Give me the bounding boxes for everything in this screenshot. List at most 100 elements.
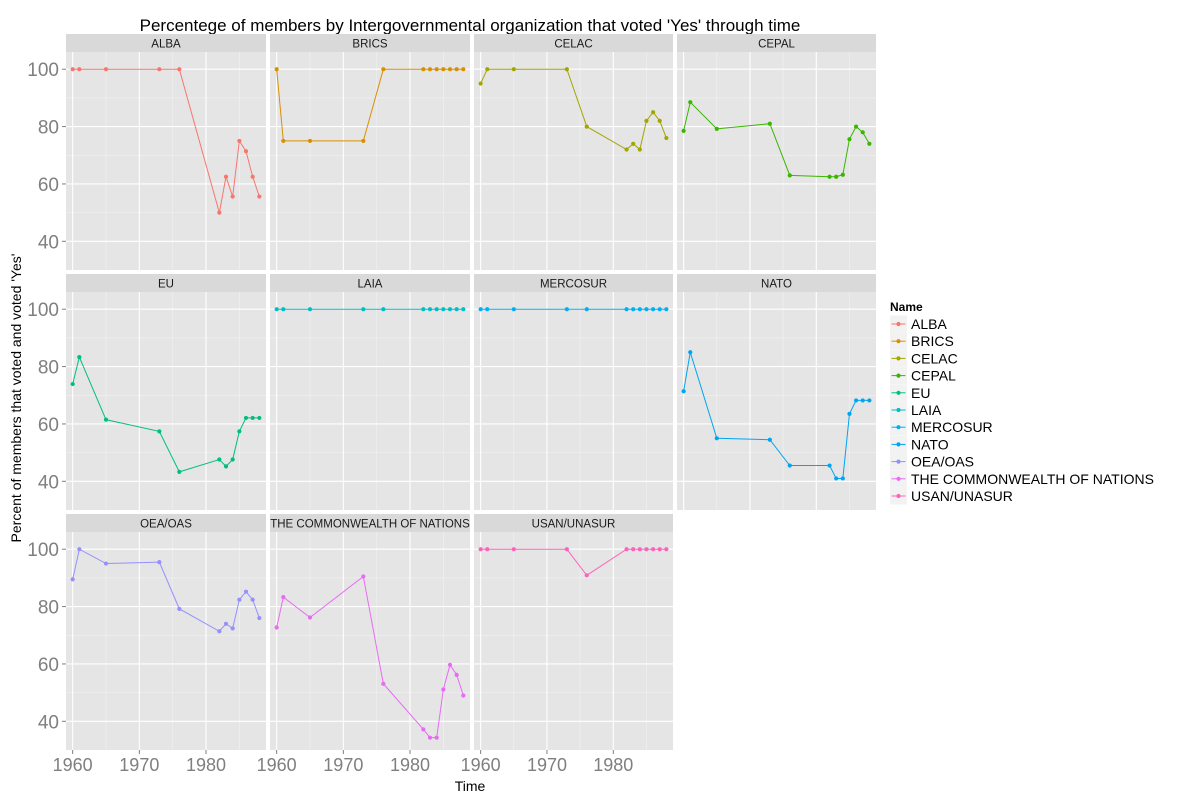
strip-celac: [474, 34, 673, 52]
data-point-mercosur: [564, 307, 569, 312]
y-tick-label: 60: [38, 175, 59, 196]
data-point-mercosur: [644, 307, 649, 312]
data-point-cepal: [834, 174, 839, 179]
data-point-mercosur: [511, 307, 516, 312]
legend-item-oea-oas: OEA/OAS: [890, 453, 974, 471]
data-point-eu: [103, 417, 109, 422]
data-point-oea-oas: [230, 626, 235, 631]
strip-usan-unasur: [474, 514, 673, 532]
data-point-usan-unasur: [631, 547, 636, 552]
data-point-celac: [564, 67, 569, 72]
panel-background: [66, 292, 266, 510]
data-point-alba: [243, 149, 249, 154]
panel-alba: ALBA: [66, 34, 266, 270]
y-tick-label: 100: [27, 540, 59, 561]
data-point-the-commonwealth-of-nations: [441, 687, 446, 692]
data-point-celac: [584, 124, 589, 129]
data-point-laia: [447, 307, 453, 312]
data-point-cepal: [867, 141, 872, 146]
data-point-eu: [250, 415, 255, 421]
y-axis-ticks: 40 60 80 100 40 60 80 100 40 60 80 100: [27, 60, 66, 733]
x-tick-label: 1980: [186, 755, 226, 775]
data-point-laia: [427, 307, 433, 312]
data-point-mercosur: [637, 307, 642, 312]
data-point-brics: [281, 138, 286, 144]
data-point-usan-unasur: [651, 547, 656, 552]
legend-item-usan-unasur: USAN/UNASUR: [890, 487, 1013, 505]
data-point-mercosur: [485, 307, 490, 312]
data-point-eu: [223, 464, 229, 469]
data-point-the-commonwealth-of-nations: [461, 693, 466, 698]
y-tick-label: 100: [27, 300, 59, 321]
data-point-usan-unasur: [478, 547, 483, 552]
panel-cepal: CEPAL: [677, 34, 876, 270]
y-tick-label: 60: [38, 655, 59, 676]
data-point-the-commonwealth-of-nations: [281, 595, 286, 600]
data-point-brics: [454, 67, 459, 72]
strip-label-oea-oas: OEA/OAS: [140, 519, 192, 531]
data-point-oea-oas: [217, 629, 222, 634]
x-tick-label: 1980: [390, 755, 430, 775]
data-point-mercosur: [478, 307, 483, 312]
legend-title: Name: [890, 300, 923, 314]
panel-background: [270, 532, 470, 750]
data-point-brics: [447, 67, 453, 72]
data-point-eu: [237, 429, 242, 434]
data-point-mercosur: [657, 307, 662, 312]
x-tick-label: 1960: [53, 755, 93, 775]
legend-key-point: [896, 459, 901, 464]
legend-label: THE COMMONWEALTH OF NATIONS: [911, 471, 1154, 487]
data-point-usan-unasur: [657, 547, 662, 552]
legend-label: CELAC: [911, 350, 958, 366]
panel-usan-unasur: USAN/UNASUR: [474, 514, 673, 750]
data-point-nato: [867, 398, 872, 403]
data-point-eu: [77, 355, 82, 360]
legend-key-point: [896, 476, 901, 481]
panel-oea-oas: OEA/OAS: [66, 514, 266, 750]
data-point-eu: [243, 415, 249, 421]
legend-label: LAIA: [911, 402, 942, 418]
data-point-brics: [361, 138, 366, 144]
legend-key-point: [896, 407, 901, 413]
data-point-cepal: [827, 174, 832, 179]
legend-label: MERCOSUR: [911, 419, 993, 435]
strip-label-laia: LAIA: [358, 279, 383, 291]
strip-eu: [66, 274, 266, 292]
data-point-laia: [274, 307, 279, 312]
data-point-laia: [441, 307, 446, 312]
y-tick-label: 80: [38, 358, 59, 379]
y-tick-label: 40: [38, 712, 59, 733]
legend-label: CEPAL: [911, 368, 956, 384]
data-point-alba: [237, 138, 242, 144]
data-point-nato: [847, 411, 852, 417]
data-point-brics: [274, 67, 279, 72]
strip-nato: [677, 274, 876, 292]
data-point-eu: [217, 457, 222, 462]
data-point-cepal: [854, 124, 859, 129]
data-point-nato: [767, 437, 772, 442]
strip-alba: [66, 34, 266, 52]
data-point-brics: [434, 67, 439, 72]
data-point-usan-unasur: [644, 547, 649, 552]
data-point-oea-oas: [103, 561, 109, 566]
data-point-the-commonwealth-of-nations: [427, 735, 433, 740]
panel-mercosur: MERCOSUR: [474, 274, 673, 510]
data-point-mercosur: [651, 307, 656, 312]
data-point-celac: [511, 67, 516, 72]
data-point-celac: [651, 110, 656, 115]
legend-key-point: [896, 425, 901, 430]
data-point-celac: [631, 141, 636, 146]
strip-label-the-commonwealth-of-nations: THE COMMONWEALTH OF NATIONS: [270, 519, 470, 531]
data-point-usan-unasur: [564, 547, 569, 552]
legend-label: OEA/OAS: [911, 454, 974, 470]
panel-background: [474, 292, 673, 510]
strip-laia: [270, 274, 470, 292]
data-point-celac: [644, 118, 649, 123]
y-tick-label: 40: [38, 232, 59, 253]
data-point-brics: [441, 67, 446, 72]
data-point-cepal: [860, 130, 865, 135]
legend-item-celac: CELAC: [890, 349, 958, 367]
data-point-nato: [854, 398, 859, 403]
series-line-alba: [72, 68, 260, 213]
